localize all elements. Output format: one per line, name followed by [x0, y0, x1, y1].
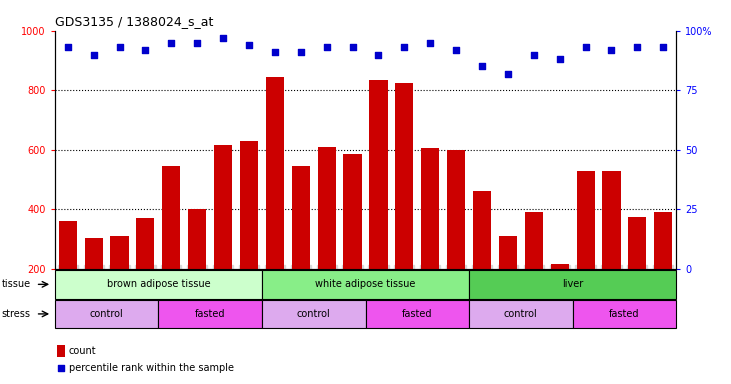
Point — [114, 44, 126, 50]
Point — [88, 51, 99, 58]
Point — [476, 63, 488, 70]
Bar — [188, 209, 206, 269]
Bar — [469, 270, 676, 299]
Bar — [525, 212, 543, 269]
Point — [632, 44, 643, 50]
Point — [425, 40, 436, 46]
Text: percentile rank within the sample: percentile rank within the sample — [69, 362, 234, 373]
Bar — [240, 141, 258, 269]
Text: liver: liver — [562, 279, 583, 290]
Point — [346, 44, 358, 50]
Bar — [58, 221, 77, 269]
Point — [140, 47, 151, 53]
Bar — [499, 236, 517, 269]
Bar — [214, 145, 232, 269]
Point — [243, 42, 255, 48]
Bar — [344, 154, 362, 269]
Point — [554, 56, 566, 62]
Bar — [262, 300, 366, 328]
Point — [398, 44, 410, 50]
Text: tissue: tissue — [1, 279, 31, 290]
Text: white adipose tissue: white adipose tissue — [315, 279, 416, 290]
Point — [373, 51, 385, 58]
Point — [165, 40, 177, 46]
Point — [605, 47, 617, 53]
Text: stress: stress — [1, 309, 31, 319]
Text: fasted: fasted — [402, 309, 433, 319]
Text: fasted: fasted — [609, 309, 640, 319]
Point — [192, 40, 203, 46]
Bar — [266, 77, 284, 269]
Bar — [577, 170, 594, 269]
Bar — [369, 80, 387, 269]
Point — [269, 49, 281, 55]
Bar — [602, 170, 621, 269]
Point — [502, 71, 514, 77]
Point — [528, 51, 539, 58]
Bar — [162, 166, 181, 269]
Point — [657, 44, 669, 50]
Point — [55, 365, 67, 371]
Bar — [469, 300, 572, 328]
Text: control: control — [90, 309, 124, 319]
Text: control: control — [504, 309, 538, 319]
Bar — [137, 218, 154, 269]
Point — [217, 35, 229, 41]
Point — [62, 44, 74, 50]
Bar — [262, 270, 469, 299]
Bar — [55, 270, 262, 299]
Bar — [421, 148, 439, 269]
Bar — [572, 300, 676, 328]
Point — [450, 47, 462, 53]
Bar — [395, 83, 414, 269]
Bar — [55, 300, 159, 328]
Point — [321, 44, 333, 50]
Text: fasted: fasted — [195, 309, 225, 319]
Bar — [292, 166, 310, 269]
Bar — [110, 236, 129, 269]
Bar — [654, 212, 673, 269]
Bar — [628, 217, 646, 269]
Bar — [159, 300, 262, 328]
Bar — [317, 147, 336, 269]
Bar — [57, 345, 64, 357]
Bar — [85, 238, 103, 269]
Bar — [366, 300, 469, 328]
Text: control: control — [297, 309, 330, 319]
Bar — [447, 150, 465, 269]
Point — [295, 49, 306, 55]
Text: brown adipose tissue: brown adipose tissue — [107, 279, 211, 290]
Point — [580, 44, 591, 50]
Text: GDS3135 / 1388024_s_at: GDS3135 / 1388024_s_at — [55, 15, 213, 28]
Bar — [550, 264, 569, 269]
Bar — [473, 192, 491, 269]
Text: count: count — [69, 346, 96, 356]
